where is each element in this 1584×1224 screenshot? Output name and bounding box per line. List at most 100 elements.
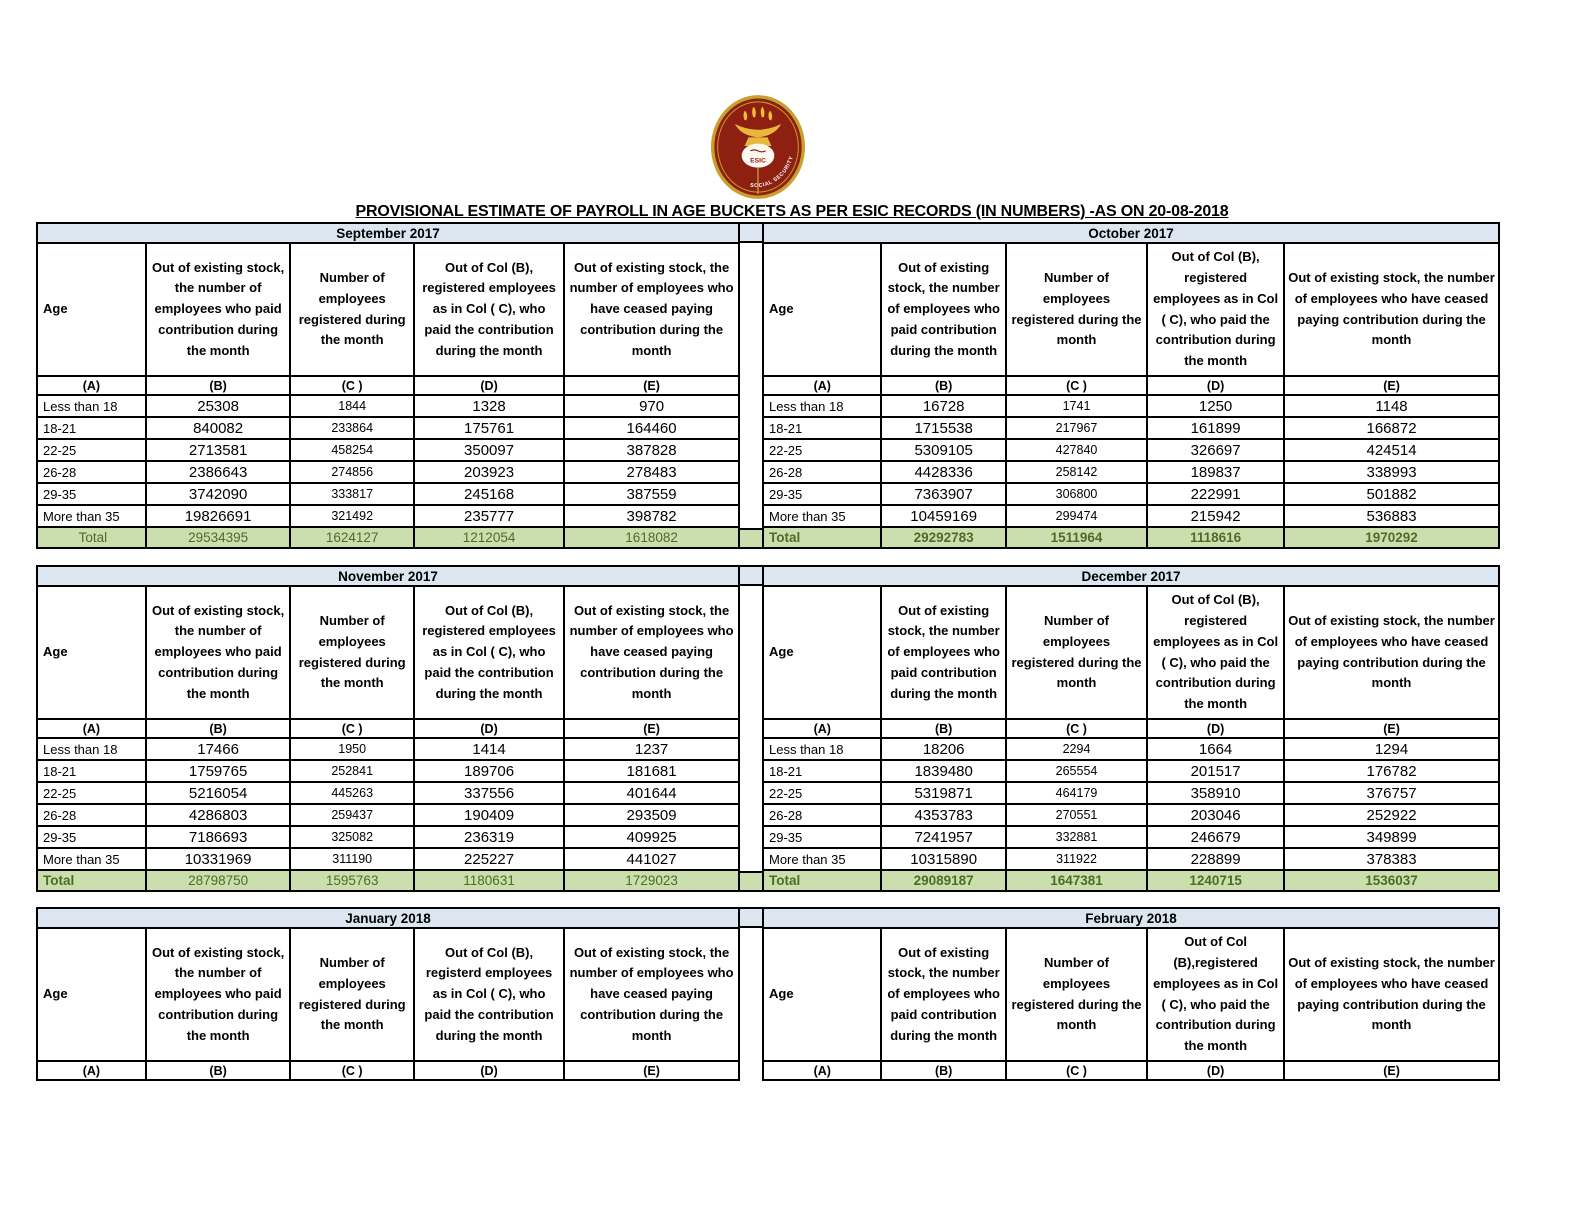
column-letter: (D) [1146, 1060, 1286, 1081]
value-cell: 427840 [1004, 438, 1149, 462]
total-value: 29534395 [144, 526, 292, 549]
value-cell: 252841 [289, 759, 415, 783]
value-cell: 1950 [289, 737, 415, 761]
table-row: More than 35 10315890 311922 228899 378383 [761, 847, 1500, 871]
column-header: Out of Col (B), registered employees as … [412, 585, 566, 720]
value-cell: 7186693 [144, 825, 292, 849]
table-row: 26-28 4353783 270551 203046 252922 [761, 803, 1500, 827]
column-header: Out of existing stock, the number of emp… [1283, 927, 1500, 1062]
tables-row-3: January 2018 Age Out of existing stock, th… [36, 907, 1500, 1081]
table-row: Less than 18 16728 1741 1250 1148 [761, 394, 1500, 418]
value-cell: 4353783 [880, 803, 1007, 827]
column-header: Out of Col (B), registered employees as … [1146, 585, 1286, 720]
value-cell: 5309105 [880, 438, 1007, 462]
value-cell: 1148 [1283, 394, 1500, 418]
value-cell: 18206 [880, 737, 1007, 761]
value-cell: 235777 [412, 504, 566, 528]
value-cell: 1414 [412, 737, 566, 761]
age-column-header: Age [36, 585, 147, 720]
value-cell: 215942 [1146, 504, 1286, 528]
total-value: 1180631 [412, 869, 566, 892]
total-value: 1536037 [1283, 869, 1500, 892]
column-letter: (B) [144, 1060, 292, 1081]
table-row: More than 35 19826691 321492 235777 398782 [36, 504, 740, 528]
value-cell: 17466 [144, 737, 292, 761]
gap-header-cell [740, 565, 762, 586]
value-cell: 332881 [1004, 825, 1149, 849]
age-cell: 26-28 [761, 460, 883, 484]
column-letter: (D) [412, 718, 566, 739]
value-cell: 278483 [563, 460, 740, 484]
age-cell: More than 35 [36, 847, 147, 871]
table-row: 22-25 5309105 427840 326697 424514 [761, 438, 1500, 462]
value-cell: 203923 [412, 460, 566, 484]
month-header-row: November 2017 [36, 565, 740, 587]
column-letter: (E) [1283, 375, 1500, 396]
table-row: 22-25 5216054 445263 337556 401644 [36, 781, 740, 805]
age-cell: 22-25 [36, 781, 147, 805]
month-title: November 2017 [36, 565, 740, 587]
column-header: Number of employees registered during th… [1004, 242, 1149, 377]
gap-total-cell [740, 528, 762, 549]
month-title: October 2017 [762, 222, 1500, 244]
column-header: Out of existing stock, the number of emp… [880, 927, 1007, 1062]
value-cell: 225227 [412, 847, 566, 871]
age-cell: 29-35 [36, 825, 147, 849]
column-headers-row: Age Out of existing stock, the number of … [761, 927, 1500, 1062]
value-cell: 424514 [1283, 438, 1500, 462]
value-cell: 338993 [1283, 460, 1500, 484]
value-cell: 228899 [1146, 847, 1286, 871]
column-headers-row: Age Out of existing stock, the number of … [36, 242, 740, 377]
column-letter: (C ) [289, 718, 415, 739]
value-cell: 1237 [563, 737, 740, 761]
column-header: Number of employees registered during th… [1004, 585, 1149, 720]
value-cell: 4286803 [144, 803, 292, 827]
column-header: Out of existing stock, the number of emp… [880, 242, 1007, 377]
value-cell: 2386643 [144, 460, 292, 484]
value-cell: 16728 [880, 394, 1007, 418]
value-cell: 311190 [289, 847, 415, 871]
column-letter: (E) [1283, 1060, 1500, 1081]
column-letter: (A) [36, 718, 147, 739]
value-cell: 1294 [1283, 737, 1500, 761]
value-cell: 350097 [412, 438, 566, 462]
table-january-2018: January 2018 Age Out of existing stock, th… [36, 907, 740, 1081]
age-cell: More than 35 [761, 847, 883, 871]
value-cell: 245168 [412, 482, 566, 506]
column-headers-row: Age Out of existing stock, the number of … [36, 927, 740, 1062]
value-cell: 398782 [563, 504, 740, 528]
table-february-2018: February 2018 Age Out of existing stock, t… [761, 907, 1500, 1081]
column-letters-row: (A) (B) (C ) (D) (E) [36, 375, 740, 396]
table-row: 29-35 7186693 325082 236319 409925 [36, 825, 740, 849]
total-value: 1240715 [1146, 869, 1286, 892]
value-cell: 236319 [412, 825, 566, 849]
esic-logo-text: ESIC [750, 157, 766, 164]
value-cell: 252922 [1283, 803, 1500, 827]
month-title: September 2017 [36, 222, 740, 244]
value-cell: 189706 [412, 759, 566, 783]
month-header-row: February 2018 [762, 907, 1500, 929]
value-cell: 376757 [1283, 781, 1500, 805]
value-cell: 378383 [1283, 847, 1500, 871]
value-cell: 387559 [563, 482, 740, 506]
column-letter: (C ) [289, 375, 415, 396]
value-cell: 233864 [289, 416, 415, 440]
value-cell: 1328 [412, 394, 566, 418]
column-letter: (A) [36, 1060, 147, 1081]
lamp-icon [734, 123, 782, 147]
table-october-2017: October 2017 Age Out of existing stock, th… [761, 222, 1500, 549]
value-cell: 10331969 [144, 847, 292, 871]
value-cell: 5319871 [880, 781, 1007, 805]
month-header-row: October 2017 [762, 222, 1500, 244]
total-value: 1970292 [1283, 526, 1500, 549]
total-row: Total 29089187 1647381 1240715 1536037 [761, 869, 1500, 892]
column-header: Out of Col (B), registered employees as … [412, 242, 566, 377]
column-header: Out of Col (B), registered employees as … [1146, 242, 1286, 377]
value-cell: 176782 [1283, 759, 1500, 783]
column-header: Out of existing stock, the number of emp… [144, 585, 292, 720]
column-header: Number of employees registered during th… [289, 242, 415, 377]
value-cell: 274856 [289, 460, 415, 484]
tables-row-2: November 2017 Age Out of existing stock, t… [36, 565, 1500, 892]
gap-spacer [740, 928, 762, 1081]
esic-logo: ESIC SOCIAL SECURITY [710, 95, 806, 199]
